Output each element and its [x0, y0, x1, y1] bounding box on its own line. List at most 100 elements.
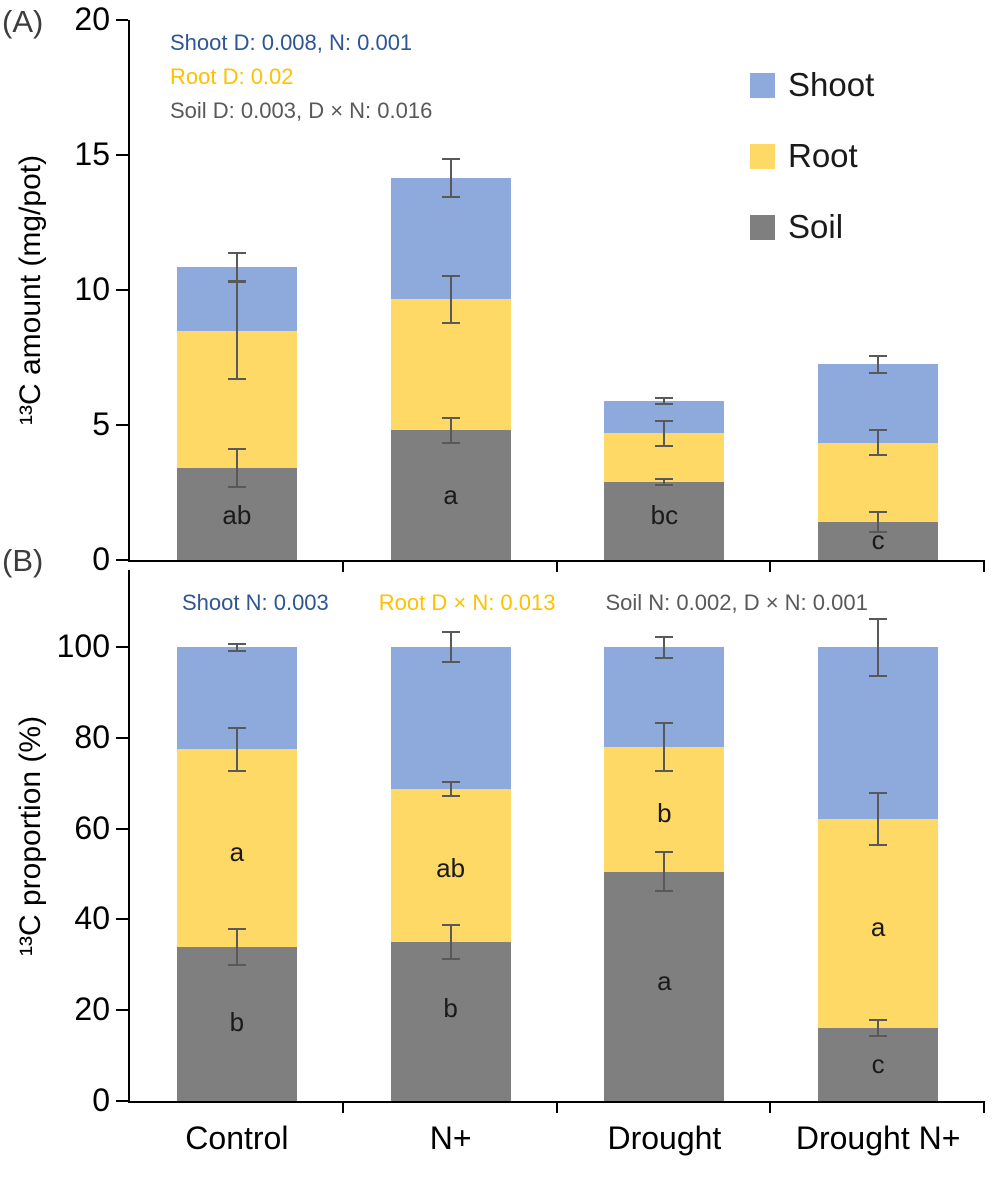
error-bar-cap — [869, 531, 888, 533]
error-bar-cap — [655, 722, 674, 725]
significance-letter-drought-n: a — [870, 911, 886, 942]
y-axis-tick — [116, 559, 128, 561]
bar-n-soil — [390, 430, 511, 560]
x-axis-label-control: Control — [185, 1120, 289, 1156]
significance-letter-drought: a — [657, 966, 672, 996]
legend-label-shoot: Shoot — [788, 66, 875, 103]
panel-a-label: (A) — [2, 4, 44, 39]
y-axis-tick — [116, 646, 128, 649]
legend-item-shoot: Shoot — [750, 66, 874, 104]
error-bar-n-soil — [449, 416, 452, 444]
x-axis-tick — [769, 1101, 772, 1113]
error-bar-cap — [441, 275, 460, 278]
legend-swatch-root-icon — [750, 143, 775, 169]
error-bar-drought-n-shoot — [877, 617, 880, 677]
x-axis-tick — [341, 1101, 344, 1113]
plot-area-b: Shoot N: 0.003 Root D × N: 0.013 Soil N:… — [128, 570, 985, 1103]
bar-drought-soil — [604, 481, 725, 560]
error-bar-drought-n-soil — [877, 1019, 880, 1038]
legend-item-soil: Soil — [750, 208, 874, 246]
error-bar-cap — [869, 511, 888, 514]
plot-area-a: Shoot D: 0.008, N: 0.001 Root D: 0.02 So… — [128, 20, 985, 562]
y-axis-tick — [116, 19, 128, 21]
error-bar-cap — [227, 279, 246, 282]
error-bar-cap — [441, 441, 460, 444]
error-bar-cap — [441, 157, 460, 160]
error-bar-cap — [655, 890, 674, 893]
anno-shoot-stats-b: Shoot N: 0.003 — [182, 590, 329, 615]
y-axis-tick-label: 0 — [92, 1082, 110, 1118]
significance-letter-n: b — [443, 993, 458, 1024]
error-bar-cap — [441, 196, 460, 199]
error-bar-control-soil — [235, 927, 238, 966]
y-axis-tick — [116, 918, 128, 921]
stats-annotations-b: Shoot N: 0.003 Root D × N: 0.013 Soil N:… — [182, 586, 868, 620]
y-axis-tick-label: 40 — [74, 900, 110, 937]
significance-letter-drought: bc — [650, 499, 679, 530]
error-bar-n-shoot — [449, 157, 452, 199]
bar-n-root — [390, 789, 511, 943]
legend-item-root: Root — [750, 137, 874, 175]
error-bar-cap — [441, 631, 460, 634]
error-bar-cap — [655, 483, 674, 486]
y-axis-tick-label: 100 — [56, 628, 110, 665]
significance-letter-n: ab — [436, 852, 466, 883]
x-axis-label-drought-n: Drought N+ — [795, 1120, 961, 1156]
error-bar-drought-shoot — [663, 635, 666, 659]
error-bar-cap — [869, 429, 888, 432]
error-bar-cap — [655, 851, 674, 854]
bar-drought-n-soil — [818, 1028, 939, 1101]
anno-soil-stats-a: Soil D: 0.003, D × N: 0.016 — [170, 98, 433, 123]
error-bar-cap — [655, 656, 674, 659]
bar-n-shoot — [390, 647, 511, 790]
error-bar-cap — [655, 635, 674, 638]
y-axis-tick-label: 10 — [74, 271, 110, 307]
significance-letter-control: ab — [222, 499, 252, 530]
significance-letter-drought: b — [657, 798, 672, 829]
x-axis-label-n: N+ — [429, 1120, 472, 1156]
x-axis-label-drought: Drought — [607, 1120, 722, 1156]
stats-annotations-a: Shoot D: 0.008, N: 0.001 Root D: 0.02 So… — [170, 26, 432, 128]
x-axis-tick — [983, 560, 985, 572]
y-axis-tick-label: 20 — [74, 991, 110, 1028]
bar-control-soil — [176, 946, 297, 1101]
error-bar-cap — [227, 378, 246, 381]
error-bar-drought-n-soil — [877, 511, 880, 533]
x-axis-tick — [555, 1101, 558, 1113]
x-axis-tick — [555, 560, 558, 572]
y-axis-tick — [116, 424, 128, 426]
error-bar-drought-n-root — [877, 791, 880, 847]
error-bar-cap — [441, 795, 460, 798]
x-axis-tick — [983, 1101, 985, 1113]
significance-letter-control: b — [229, 1006, 245, 1037]
significance-letter-drought-n: c — [871, 525, 885, 556]
anno-root-stats-b: Root D × N: 0.013 — [378, 590, 556, 615]
error-bar-cap — [227, 769, 246, 772]
error-bar-cap — [227, 486, 246, 489]
bar-drought-n-root — [818, 819, 939, 1029]
error-bar-cap — [441, 416, 460, 419]
y-axis-tick — [116, 289, 128, 291]
error-bar-cap — [441, 321, 460, 324]
error-bar-n-root — [449, 275, 452, 324]
error-bar-cap — [869, 371, 888, 374]
error-bar-cap — [869, 454, 888, 457]
error-bar-n-root — [449, 781, 452, 798]
error-bar-cap — [441, 781, 460, 784]
significance-letter-n: a — [443, 479, 458, 510]
significance-letter-control: a — [229, 836, 245, 867]
error-bar-drought-root — [663, 722, 666, 772]
error-bar-control-root — [235, 726, 238, 772]
error-bar-n-soil — [449, 924, 452, 961]
error-bar-cap — [227, 927, 246, 930]
error-bar-drought-n-shoot — [877, 354, 880, 374]
anno-root-stats-a: Root D: 0.02 — [170, 64, 294, 89]
error-bar-drought-n-root — [877, 429, 880, 457]
panel-b-label: (B) — [2, 543, 44, 578]
legend-swatch-soil-icon — [750, 214, 775, 240]
bar-drought-soil — [604, 871, 725, 1101]
error-bar-drought-soil — [663, 851, 666, 893]
error-bar-cap — [227, 726, 246, 729]
error-bar-cap — [655, 769, 674, 772]
